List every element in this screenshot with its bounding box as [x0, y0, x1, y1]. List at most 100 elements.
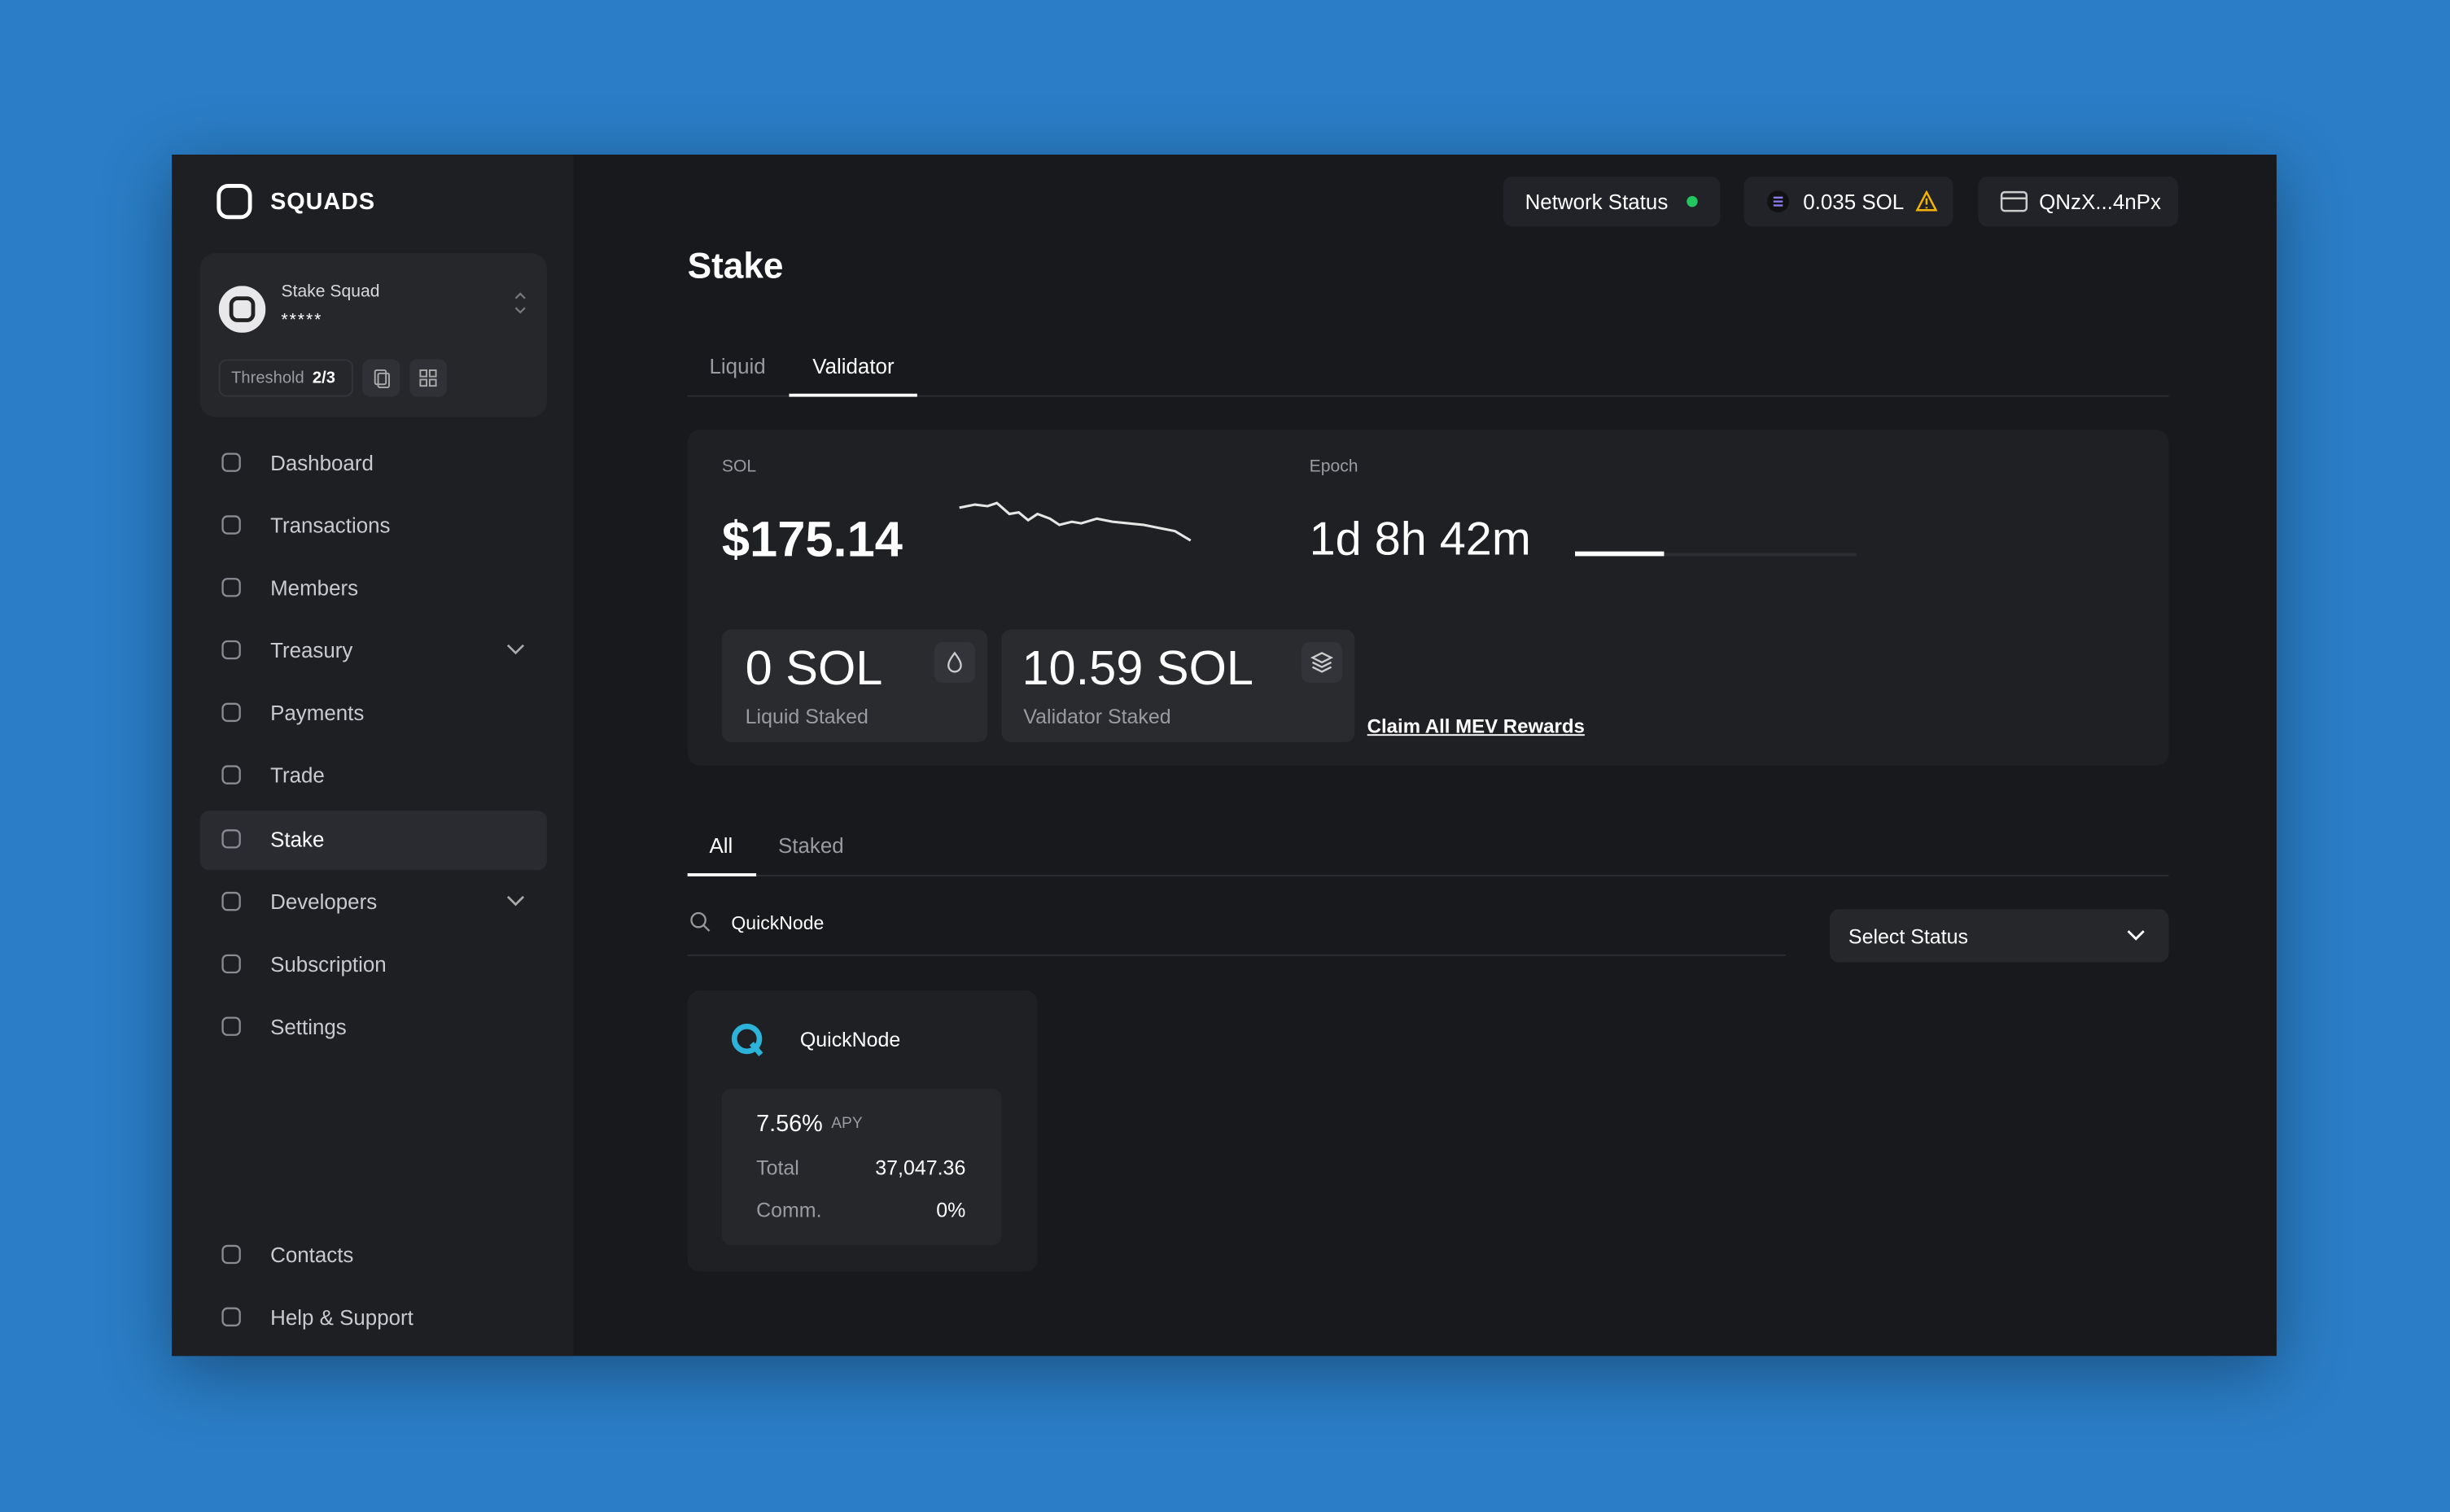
nav-icon — [221, 765, 241, 784]
nav-icon — [221, 1307, 241, 1326]
comm: 0% — [936, 1198, 966, 1222]
wallet-icon — [2000, 190, 2028, 212]
network-status[interactable]: Network Status — [1503, 176, 1721, 227]
nav-icon — [221, 954, 241, 974]
copy-button[interactable] — [362, 359, 400, 397]
liquid-label: Liquid Staked — [745, 704, 868, 728]
wallet-address: QNzX...4nPx — [2039, 190, 2161, 214]
sidebar: SQUADS Stake Squad ***** Threshold 2/3 D… — [172, 155, 574, 1357]
nav-item[interactable]: Dashboard — [200, 435, 547, 494]
search-icon — [690, 911, 711, 932]
nav-icon — [221, 452, 241, 472]
squad-name: Stake Squad — [281, 282, 380, 302]
comm-label: Comm. — [756, 1198, 822, 1222]
layers-icon — [1302, 641, 1342, 683]
nav-item[interactable]: Subscription — [200, 936, 547, 995]
filter-divider — [687, 874, 2169, 876]
validator-amount: 10.59 SOL — [1022, 640, 1253, 696]
warning-icon — [1915, 190, 1938, 212]
nav-item[interactable]: Stake — [199, 811, 547, 871]
drop-icon — [934, 641, 975, 683]
nav-icon — [221, 829, 241, 849]
tab[interactable]: Liquid — [709, 354, 766, 378]
epoch-label: Epoch — [1309, 457, 1358, 477]
nav-label: Help & Support — [270, 1305, 413, 1330]
nav-item[interactable]: Contacts — [200, 1226, 547, 1286]
logo-icon — [217, 184, 252, 220]
switch-icon[interactable] — [513, 287, 528, 318]
nav-icon — [221, 702, 241, 723]
qr-button[interactable] — [409, 359, 448, 397]
nav-label: Stake — [270, 828, 325, 852]
nav-label: Developers — [270, 890, 378, 914]
search-input[interactable]: QuickNode — [731, 912, 825, 934]
nav-item[interactable]: Trade — [200, 747, 547, 806]
validator-logo — [731, 1023, 763, 1056]
network-status-label: Network Status — [1525, 190, 1669, 214]
liquid-amount: 0 SOL — [745, 640, 883, 696]
search-underline — [687, 954, 1787, 956]
price-sparkline — [959, 501, 1192, 542]
validator-item[interactable]: QuickNode 7.56% APY Total 37,047.36 Comm… — [687, 990, 1038, 1272]
nav-label: Dashboard — [270, 451, 374, 475]
tab-divider — [687, 395, 2169, 397]
nav-label: Transactions — [270, 513, 391, 538]
nav-item[interactable]: Treasury — [200, 622, 547, 681]
balance-pill[interactable]: 0.035 SOL — [1743, 176, 1953, 227]
nav-item[interactable]: Transactions — [200, 496, 547, 556]
status-select[interactable]: Select Status — [1829, 909, 2169, 963]
chevron — [506, 644, 525, 655]
chevron — [506, 895, 525, 907]
stats-panel: SOL $175.14 Epoch 1d 8h 42m 0 SOL Liquid… — [687, 429, 2169, 766]
nav-label: Payments — [270, 701, 365, 725]
total-label: Total — [756, 1156, 799, 1180]
nav-label: Members — [270, 576, 359, 601]
nav-icon — [221, 515, 241, 535]
tab[interactable]: Validator — [812, 354, 895, 378]
total: 37,047.36 — [875, 1156, 966, 1180]
epoch-remaining: 1d 8h 42m — [1309, 513, 1531, 566]
tab-indicator — [789, 393, 917, 397]
epoch-progress — [1574, 551, 1665, 557]
app-window: SQUADS Stake Squad ***** Threshold 2/3 D… — [172, 155, 2277, 1357]
sol-label: SOL — [721, 457, 757, 477]
nav-icon — [221, 891, 241, 911]
nav-label: Trade — [270, 763, 325, 788]
apy: 7.56% — [756, 1110, 823, 1138]
status-dot — [1687, 195, 1698, 208]
squad-avatar — [218, 286, 266, 333]
apy-label: APY — [831, 1115, 863, 1133]
validator-stats: 7.56% APY Total 37,047.36 Comm. 0% — [721, 1088, 1002, 1245]
nav-item[interactable]: Payments — [200, 684, 547, 744]
nav-icon — [221, 640, 241, 660]
nav-label: Subscription — [270, 952, 387, 977]
nav-label: Settings — [270, 1015, 347, 1039]
filter-tab[interactable]: Staked — [777, 834, 844, 858]
claim-link[interactable]: Claim All MEV Rewards — [1367, 715, 1585, 738]
squad-address: ***** — [281, 311, 323, 330]
nav-item[interactable]: Help & Support — [200, 1289, 547, 1348]
chevron — [2127, 930, 2145, 941]
filter-indicator — [687, 873, 757, 876]
epoch-track — [1574, 553, 1857, 557]
sol-price: $175.14 — [721, 510, 903, 567]
validator-card: 10.59 SOL Validator Staked — [1001, 629, 1355, 742]
threshold-badge: Threshold 2/3 — [218, 359, 353, 397]
nav-icon — [221, 1244, 241, 1265]
page-title: Stake — [687, 245, 784, 286]
brand: SQUADS — [270, 189, 376, 216]
wallet-pill[interactable]: QNzX...4nPx — [1978, 176, 2178, 227]
balance: 0.035 SOL — [1803, 190, 1905, 214]
nav-item[interactable]: Settings — [200, 999, 547, 1058]
nav-item[interactable]: Developers — [200, 873, 547, 933]
status-select-label: Select Status — [1848, 924, 1968, 949]
nav-label: Treasury — [270, 639, 353, 662]
filter-tab[interactable]: All — [709, 834, 733, 858]
squad-card[interactable]: Stake Squad ***** Threshold 2/3 — [199, 252, 547, 417]
sol-icon — [1767, 190, 1789, 213]
validator-name: QuickNode — [799, 1028, 901, 1051]
nav-icon — [221, 578, 241, 597]
nav-item[interactable]: Members — [200, 559, 547, 618]
